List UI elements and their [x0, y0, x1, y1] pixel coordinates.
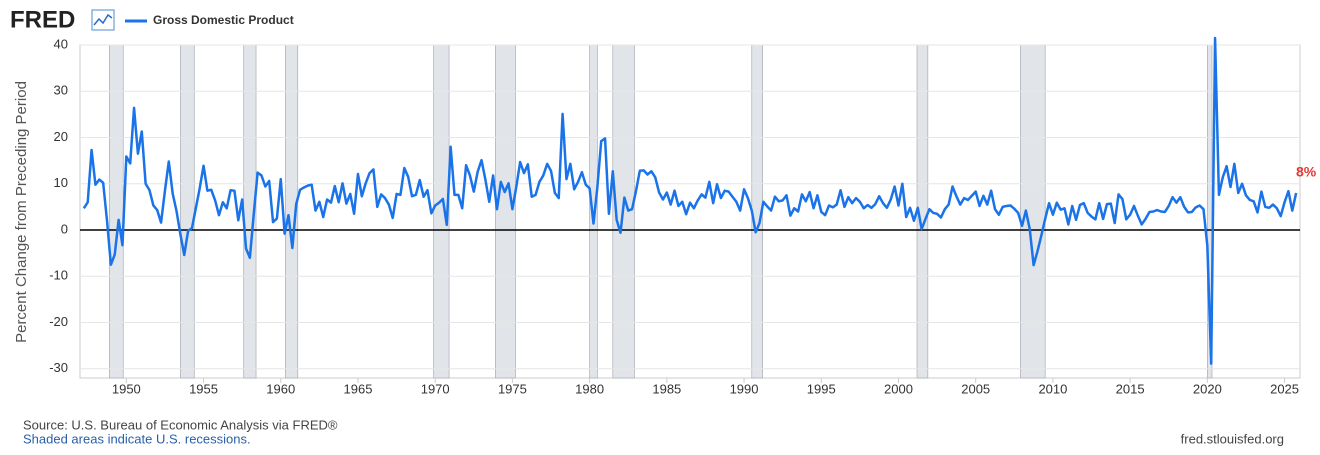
x-tick-label: 1960 — [266, 381, 295, 396]
x-tick-label: 1955 — [189, 381, 218, 396]
x-tick-label: 1985 — [652, 381, 681, 396]
site: fred.stlouisfed.org — [1181, 431, 1284, 446]
brand-icon — [91, 9, 115, 31]
recession-band — [495, 44, 516, 379]
x-tick-label: 1980 — [575, 381, 604, 396]
y-axis-label: Percent Change from Preceding Period — [13, 81, 30, 343]
y-tick-label: 10 — [54, 175, 68, 190]
y-tick-label: -10 — [49, 268, 68, 283]
source: Source: U.S. Bureau of Economic Analysis… — [23, 417, 338, 432]
y-tick-label: -30 — [49, 360, 68, 375]
x-tick-label: 2015 — [1116, 381, 1145, 396]
x-tick-label: 2025 — [1270, 381, 1299, 396]
x-tick-label: 2010 — [1038, 381, 1067, 396]
x-tick-label: 1975 — [498, 381, 527, 396]
recession-band — [1020, 44, 1046, 379]
y-tick-label: -20 — [49, 314, 68, 329]
x-tick-label: 1970 — [421, 381, 450, 396]
annotation: 8% — [1296, 164, 1317, 180]
recession-band — [108, 44, 124, 379]
x-tick-label: 2005 — [961, 381, 990, 396]
x-tick-label: 2000 — [884, 381, 913, 396]
x-tick-label: 1995 — [807, 381, 836, 396]
x-tick-label: 1990 — [730, 381, 759, 396]
y-tick-label: 40 — [54, 36, 68, 51]
recession-band — [180, 44, 195, 379]
x-tick-label: 1950 — [112, 381, 141, 396]
y-tick-label: 30 — [54, 83, 68, 98]
y-tick-label: 20 — [54, 129, 68, 144]
legend-label: Gross Domestic Product — [153, 13, 294, 27]
note: Shaded areas indicate U.S. recessions. — [23, 431, 251, 446]
line — [82, 36, 1298, 365]
recession-band — [589, 44, 598, 379]
brand: FRED — [10, 6, 75, 33]
y-tick-label: 0 — [61, 221, 68, 236]
x-tick-label: 2020 — [1193, 381, 1222, 396]
x-tick-label: 1965 — [344, 381, 373, 396]
